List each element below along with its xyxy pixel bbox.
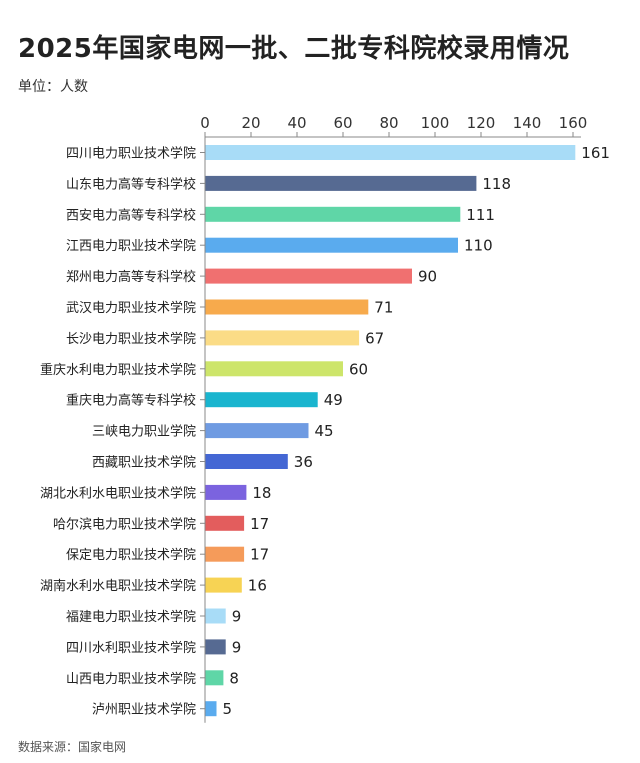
category-label: 四川电力职业技术学院 <box>66 146 196 162</box>
bar-value-label: 17 <box>250 546 269 564</box>
bar-row: 泸州职业技术学院 5 <box>92 700 232 718</box>
bar-row: 江西电力职业技术学院 110 <box>66 237 493 255</box>
x-tick-label: 20 <box>241 114 260 132</box>
category-label: 泸州职业技术学院 <box>92 702 196 718</box>
bar <box>205 361 343 377</box>
bar <box>205 670 224 686</box>
category-label: 湖北水利水电职业技术学院 <box>40 485 196 501</box>
data-source-note: 数据来源：国家电网 <box>18 740 127 754</box>
category-label: 哈尔滨电力职业技术学院 <box>53 516 196 532</box>
bar <box>205 145 576 160</box>
bar <box>205 175 477 191</box>
category-label: 江西电力职业技术学院 <box>66 238 196 254</box>
bar-value-label: 9 <box>232 608 242 626</box>
bar <box>205 330 360 346</box>
bar-row: 西藏职业技术学院 36 <box>92 453 313 471</box>
category-label: 重庆水利电力职业技术学院 <box>40 362 196 378</box>
bar-value-label: 67 <box>365 329 384 347</box>
bar-value-label: 161 <box>581 144 610 162</box>
bar <box>205 515 245 531</box>
bar <box>205 484 247 500</box>
bar <box>205 206 461 222</box>
bar <box>205 608 226 624</box>
bar-row: 长沙电力职业技术学院 67 <box>66 329 384 347</box>
bar <box>205 237 458 253</box>
bar-value-label: 118 <box>482 175 511 193</box>
x-tick-label: 40 <box>287 114 306 132</box>
category-label: 山东电力高等专科学校 <box>66 176 196 192</box>
bar-row: 郑州电力高等专科学校 90 <box>66 268 437 286</box>
bar <box>205 392 318 408</box>
category-label: 山西电力职业技术学院 <box>66 671 196 687</box>
bar-value-label: 17 <box>250 515 269 533</box>
x-tick-label: 80 <box>379 114 398 132</box>
x-axis: 0 20 40 60 80 100 120 140 160 <box>200 114 587 723</box>
bar-value-label: 49 <box>324 391 343 409</box>
bar-row: 湖北水利水电职业技术学院 18 <box>40 484 272 502</box>
bar-value-label: 71 <box>374 299 393 317</box>
bar-value-label: 36 <box>294 453 313 471</box>
bar-value-label: 111 <box>466 206 495 224</box>
bar-value-label: 110 <box>464 237 493 255</box>
bar-value-label: 18 <box>252 484 271 502</box>
category-label: 西藏职业技术学院 <box>92 455 196 471</box>
category-label: 重庆电力高等专科学校 <box>66 393 196 409</box>
bar <box>205 268 412 284</box>
bar-row: 三峡电力职业学院 45 <box>92 422 334 440</box>
x-tick-label: 140 <box>513 114 542 132</box>
bar-row: 山东电力高等专科学校 118 <box>66 175 511 193</box>
category-label: 福建电力职业技术学院 <box>66 609 196 625</box>
bar-value-label: 5 <box>223 700 233 718</box>
chart-title: 2025年国家电网一批、二批专科院校录用情况 <box>18 34 570 64</box>
bar-row: 四川电力职业技术学院 161 <box>66 144 610 162</box>
bar <box>205 639 226 655</box>
bar-value-label: 60 <box>349 360 368 378</box>
category-label: 郑州电力高等专科学校 <box>66 269 196 285</box>
bar <box>205 454 288 469</box>
bar-row: 保定电力职业技术学院 17 <box>66 546 269 564</box>
x-tick-label: 120 <box>467 114 496 132</box>
bar <box>205 546 245 562</box>
category-label: 武汉电力职业技术学院 <box>66 300 196 316</box>
bar-row: 武汉电力职业技术学院 71 <box>66 299 393 317</box>
category-label: 西安电力高等专科学校 <box>66 207 196 223</box>
bar-row: 四川水利职业技术学院 9 <box>66 638 241 656</box>
bar-row: 重庆水利电力职业技术学院 60 <box>40 360 368 378</box>
unit-label: 单位：人数 <box>18 79 88 95</box>
bar-row: 哈尔滨电力职业技术学院 17 <box>53 515 269 533</box>
bar-row: 山西电力职业技术学院 8 <box>66 669 239 687</box>
category-label: 湖南水利水电职业技术学院 <box>40 578 196 594</box>
bar-value-label: 45 <box>315 422 334 440</box>
bar <box>205 423 309 439</box>
bar <box>205 701 217 717</box>
category-label: 三峡电力职业学院 <box>92 424 196 440</box>
x-tick-label: 160 <box>559 114 588 132</box>
category-label: 四川水利职业技术学院 <box>66 640 196 656</box>
bar-row: 湖南水利水电职业技术学院 16 <box>40 577 267 595</box>
bar <box>205 577 242 593</box>
bar-value-label: 90 <box>418 268 437 286</box>
category-label: 长沙电力职业技术学院 <box>66 331 196 347</box>
x-tick-label: 100 <box>421 114 450 132</box>
bar-row: 重庆电力高等专科学校 49 <box>66 391 343 409</box>
category-label: 保定电力职业技术学院 <box>66 547 196 563</box>
bar-value-label: 8 <box>229 669 239 687</box>
bar-row: 福建电力职业技术学院 9 <box>66 608 241 626</box>
bar-value-label: 9 <box>232 638 242 656</box>
bar-row: 西安电力高等专科学校 111 <box>66 206 495 224</box>
x-tick-label: 60 <box>333 114 352 132</box>
bar <box>205 299 369 315</box>
x-tick-label: 0 <box>200 114 210 132</box>
bar-series: 四川电力职业技术学院 161 山东电力高等专科学校 118 西安电力高等专科学校 111 江… <box>40 144 610 718</box>
bar-value-label: 16 <box>248 577 267 595</box>
